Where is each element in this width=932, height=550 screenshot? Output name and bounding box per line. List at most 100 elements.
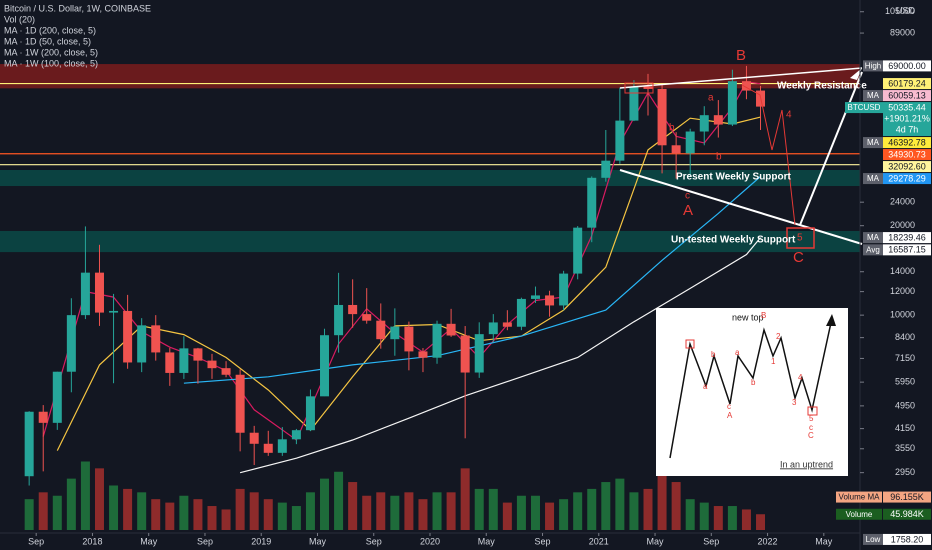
candle-body	[376, 320, 386, 340]
volume-bar	[474, 488, 484, 530]
inset-box	[685, 339, 695, 349]
price-zone	[0, 169, 860, 187]
candle-body	[502, 322, 512, 327]
zone-label: Un-tested Weekly Support	[671, 235, 796, 246]
volume-bar	[235, 488, 245, 530]
marker-tag-box	[845, 102, 883, 114]
y-tick-label: 89000	[890, 27, 915, 37]
marker-tag-box	[836, 491, 882, 503]
wave-label: C	[793, 249, 804, 266]
candle-body	[432, 323, 442, 358]
candle-body	[685, 131, 695, 154]
volume-bar	[320, 478, 330, 530]
legend-entry: MA · 1W (200, close, 5)	[4, 47, 98, 57]
y-tick-label: 24000	[890, 197, 915, 207]
marker-tag-box	[863, 533, 883, 545]
volume-bar	[305, 492, 315, 530]
volume-bar	[545, 502, 555, 530]
price-marker	[883, 232, 931, 244]
price-markers: High 69000.00 60179.24 MA 60059.13 BTCUSD 5033…	[836, 60, 931, 545]
support-trendline	[619, 169, 863, 245]
axis-unit: USD	[896, 5, 916, 15]
top-box	[624, 82, 654, 94]
volume-bar	[601, 482, 611, 530]
wave-label: b	[669, 123, 675, 134]
y-tick-label: 14000	[890, 266, 915, 276]
x-tick-label: May	[140, 536, 158, 546]
price-marker	[883, 533, 931, 545]
volume-bar	[80, 461, 90, 530]
inset-label: c	[809, 423, 813, 432]
volume-bar	[502, 502, 512, 530]
target-box	[786, 227, 815, 249]
inset-box	[807, 406, 818, 416]
x-tick-label: May	[815, 536, 833, 546]
marker-tag-box	[863, 90, 883, 102]
marker-tag-box	[863, 173, 883, 185]
wave-label: A	[683, 202, 693, 219]
candle-body	[713, 115, 723, 125]
inset-label: 5	[809, 414, 814, 423]
wave-label: 5	[797, 233, 803, 244]
marker-tag-box	[863, 232, 883, 244]
candle-body	[474, 334, 484, 373]
legend-entry: MA · 1W (100, close, 5)	[4, 58, 98, 68]
zones	[0, 64, 860, 253]
y-tick-label: 20000	[890, 220, 915, 230]
candle-body	[643, 86, 653, 89]
inset-label: b	[711, 350, 716, 359]
candle-body	[151, 325, 161, 353]
candle-body	[137, 325, 147, 363]
inset-label: a	[735, 348, 740, 357]
candle-body	[545, 295, 555, 306]
legend-entry: Vol (20)	[4, 14, 35, 24]
volume-bar	[151, 499, 161, 530]
volume-bar	[573, 492, 583, 530]
candle-body	[165, 352, 175, 373]
volume-bar	[123, 488, 133, 530]
volume-bar	[418, 499, 428, 530]
candle-body	[94, 272, 104, 313]
candle-body	[601, 160, 611, 178]
marker-tag-box	[836, 508, 882, 520]
volume-bar	[263, 499, 273, 530]
volume-bar	[376, 492, 386, 530]
price-marker-label: 29278.29	[888, 173, 926, 183]
marker-tag: Volume	[846, 510, 873, 519]
candle-body	[320, 335, 330, 397]
y-tick-label: 12000	[890, 286, 915, 296]
candle-body	[193, 348, 203, 361]
y-tick-label: 4950	[895, 400, 915, 410]
x-tick-label: 2020	[420, 536, 440, 546]
volume-bar	[460, 468, 470, 530]
inset-label: a	[703, 382, 708, 391]
wave-label: a	[708, 93, 714, 104]
price-marker-label: 50335.44	[888, 102, 926, 112]
volume-bar	[587, 488, 597, 530]
candle-body	[390, 326, 400, 340]
volume-bar	[559, 499, 569, 530]
price-marker-label: 60179.24	[888, 78, 926, 88]
inset-label: A	[727, 411, 733, 420]
inset-label: c	[727, 402, 731, 411]
price-marker-label: 46392.78	[888, 137, 926, 147]
marker-tag: Volume MA	[839, 493, 881, 502]
candle-body	[516, 298, 526, 327]
candle-body	[404, 326, 414, 352]
resistance-trendline	[619, 67, 863, 89]
volume-bar	[221, 509, 231, 530]
volume-bar	[52, 495, 62, 530]
candle-body	[38, 411, 48, 423]
x-tick-label: May	[309, 536, 327, 546]
volume-bar	[179, 495, 189, 530]
volume-bar	[109, 485, 119, 530]
plot-area	[24, 65, 766, 530]
candle-body	[671, 145, 681, 154]
inset-label: 4	[798, 373, 803, 382]
price-marker	[883, 149, 931, 161]
candle-body	[362, 314, 372, 321]
candle-body	[418, 351, 428, 358]
volume-bar	[348, 482, 358, 530]
arrow-head	[850, 68, 862, 80]
